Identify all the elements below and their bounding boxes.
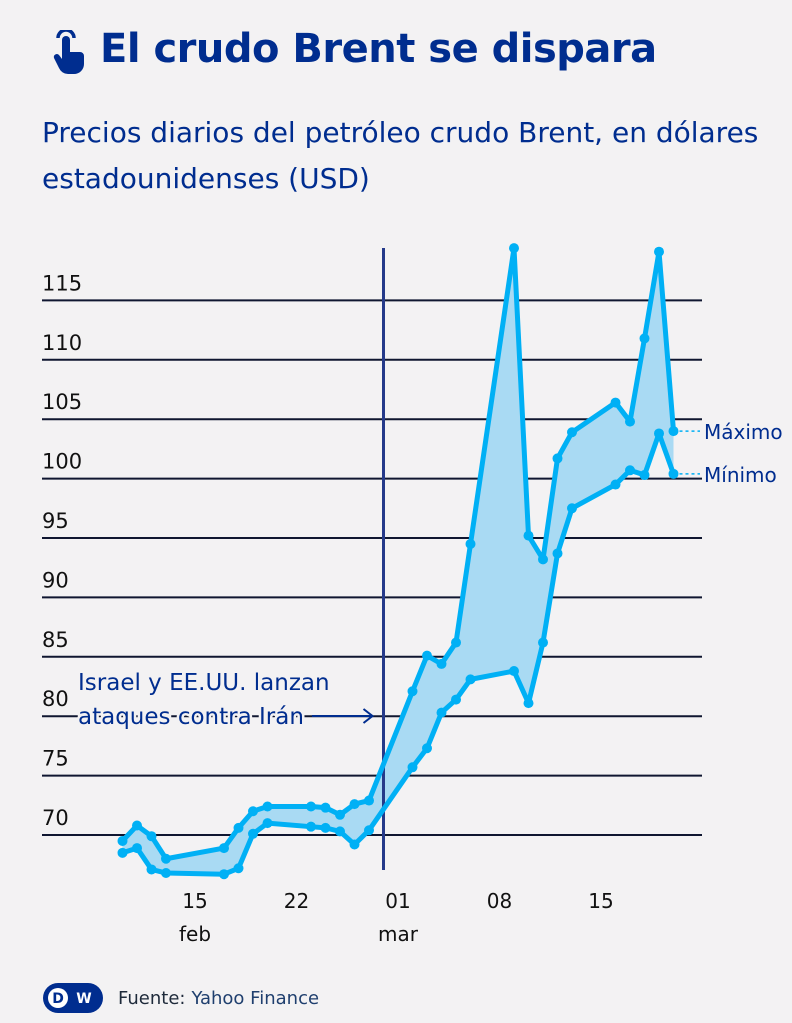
x-tick-sublabel: feb <box>179 922 211 946</box>
x-tick-label: 22 <box>284 889 309 913</box>
event-annotation: Israel y EE.UU. lanzan ataques contra Irá… <box>76 668 375 733</box>
series-min-point <box>523 698 534 709</box>
source-label: Fuente: <box>118 987 186 1009</box>
series-min-point <box>262 818 273 829</box>
y-tick-label: 80 <box>42 687 69 711</box>
x-tick-sublabel: mar <box>378 922 419 946</box>
series-max-point <box>465 538 476 549</box>
series-min-point <box>306 821 316 832</box>
series-min-point <box>320 822 331 833</box>
series-min-point <box>465 674 476 685</box>
series-max-label: Máximo <box>704 420 783 444</box>
series-max-point <box>422 650 432 661</box>
series-max-point <box>451 637 461 648</box>
y-tick-label: 115 <box>42 271 82 295</box>
series-min-point <box>233 863 244 874</box>
series-max-point <box>668 426 679 437</box>
series-max-point <box>625 416 635 427</box>
series-max-point <box>262 801 273 812</box>
series-max-point <box>132 820 142 831</box>
x-tick-label: 15 <box>588 889 613 913</box>
series-max-point <box>233 822 244 833</box>
series-min-point <box>219 869 229 880</box>
series-min-point <box>451 694 461 705</box>
dw-logo: D W <box>43 983 103 1013</box>
series-max-point <box>161 853 171 864</box>
series-min-point <box>132 843 142 854</box>
series-max-point <box>335 809 345 820</box>
series-min-point <box>509 666 519 677</box>
range-fill <box>122 248 674 875</box>
y-tick-label: 85 <box>42 628 69 652</box>
chart-title: El crudo Brent se dispara <box>100 26 657 72</box>
footer: D W Fuente: Yahoo Finance <box>42 982 319 1014</box>
series-min-point <box>610 479 621 490</box>
series-min-point <box>436 707 447 718</box>
series-min-point <box>364 825 374 836</box>
series-max-point <box>364 795 374 806</box>
series-max-point <box>306 801 316 812</box>
y-tick-label: 100 <box>42 450 82 474</box>
series-min-point <box>552 548 563 559</box>
series-min-point <box>335 826 345 837</box>
series-min-point <box>422 743 432 754</box>
series-min-point <box>625 465 635 476</box>
annotation-line-2: ataques contra Irán <box>78 704 304 730</box>
series-max-point <box>407 686 418 697</box>
x-tick-label: 08 <box>487 889 512 913</box>
series-min-point <box>654 428 664 439</box>
series-max-point <box>654 246 664 257</box>
y-tick-label: 70 <box>42 806 69 830</box>
svg-text:W: W <box>76 991 91 1007</box>
series-min-point <box>349 839 360 850</box>
series-max-point <box>523 530 534 541</box>
series-max-point <box>610 397 621 408</box>
series-min-point <box>248 828 258 839</box>
series-max-line <box>120 245 676 862</box>
series-max-point <box>567 427 577 438</box>
series-min-point <box>407 762 418 773</box>
series-max-point <box>349 799 360 810</box>
series-max-point <box>436 658 447 669</box>
series-min-point <box>161 868 171 879</box>
y-tick-label: 105 <box>42 390 82 414</box>
series-max-point <box>146 831 157 842</box>
y-tick-label: 95 <box>42 509 69 533</box>
annotation-line-1: Israel y EE.UU. lanzan <box>78 670 330 696</box>
series-min-label: Mínimo <box>704 463 777 487</box>
y-tick-label: 110 <box>42 331 82 355</box>
arrow-head-icon <box>362 708 375 724</box>
hand-pointer-icon <box>53 30 84 74</box>
series-max-point <box>639 333 650 344</box>
series-min-point <box>668 468 679 479</box>
y-tick-label: 75 <box>42 747 69 771</box>
series-max-point <box>219 843 229 854</box>
series-min-line <box>121 430 676 877</box>
source-link[interactable]: Yahoo Finance <box>191 987 320 1009</box>
series-max-point <box>538 554 548 565</box>
x-tick-label: 15 <box>182 889 207 913</box>
series-max-point <box>320 802 331 813</box>
chart-subtitle: Precios diarios del petróleo crudo Brent… <box>42 116 759 195</box>
series-min-point <box>567 503 577 514</box>
series-min-point <box>146 864 157 875</box>
svg-text:D: D <box>52 991 64 1007</box>
series-max-point <box>552 453 563 464</box>
series-max-point <box>248 806 258 817</box>
series-min-point <box>639 470 650 481</box>
series-max-point <box>117 835 128 846</box>
series-min-point <box>117 847 128 858</box>
y-tick-label: 90 <box>42 568 69 592</box>
x-tick-label: 01 <box>385 889 410 913</box>
series-min-point <box>538 637 548 648</box>
series-max-point <box>509 243 519 254</box>
